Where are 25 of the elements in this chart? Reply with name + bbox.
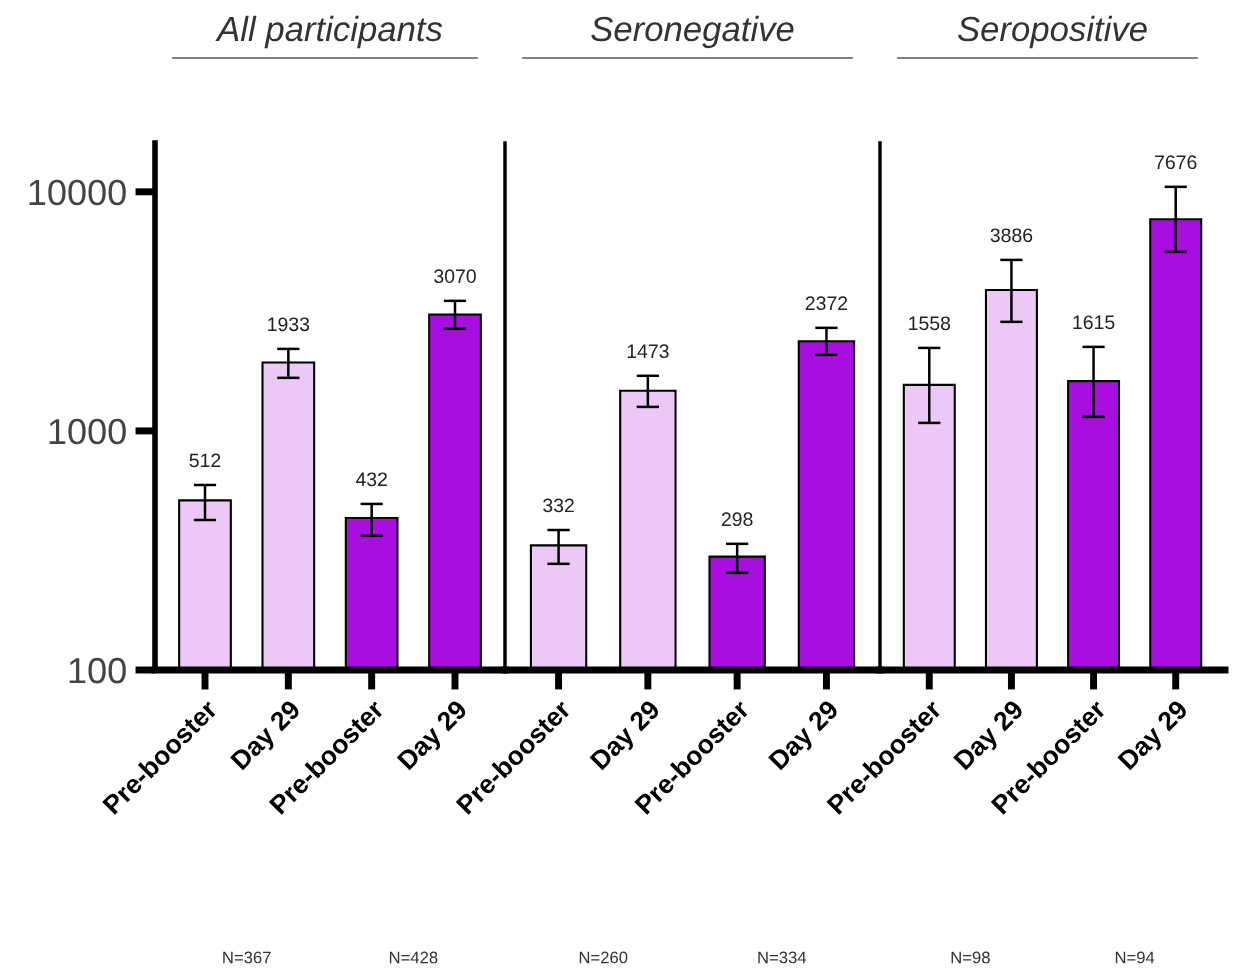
- text: N=334: [758, 951, 807, 964]
- data-label: 432: [355, 472, 387, 487]
- data-label: 7676: [1155, 155, 1197, 170]
- data-label: 3886: [990, 228, 1033, 243]
- chart-title: Seropositive: [957, 15, 1147, 49]
- text: N=260: [579, 951, 628, 964]
- data-label: 1615: [1073, 315, 1115, 330]
- y-tick-label: 1000: [49, 418, 126, 445]
- data-label: 298: [721, 512, 753, 527]
- data-label: 512: [189, 453, 221, 468]
- text: N=94: [1115, 951, 1155, 964]
- y-tick-label: 100: [69, 657, 126, 684]
- y-tick-label: 10000: [29, 179, 126, 206]
- chart-title: All participants: [215, 15, 443, 49]
- x-tick-label: Day 29: [1117, 698, 1193, 775]
- text: N=98: [951, 951, 990, 964]
- data-label: 332: [543, 498, 574, 513]
- text: N=367: [223, 951, 271, 964]
- data-label: 3070: [434, 269, 476, 284]
- chart-title: Seronegative: [591, 15, 794, 49]
- data-label: 1933: [268, 317, 310, 332]
- text: N=428: [389, 951, 438, 964]
- data-label: 1473: [627, 344, 669, 359]
- data-label: 1558: [909, 316, 951, 331]
- data-label: 2372: [805, 296, 848, 311]
